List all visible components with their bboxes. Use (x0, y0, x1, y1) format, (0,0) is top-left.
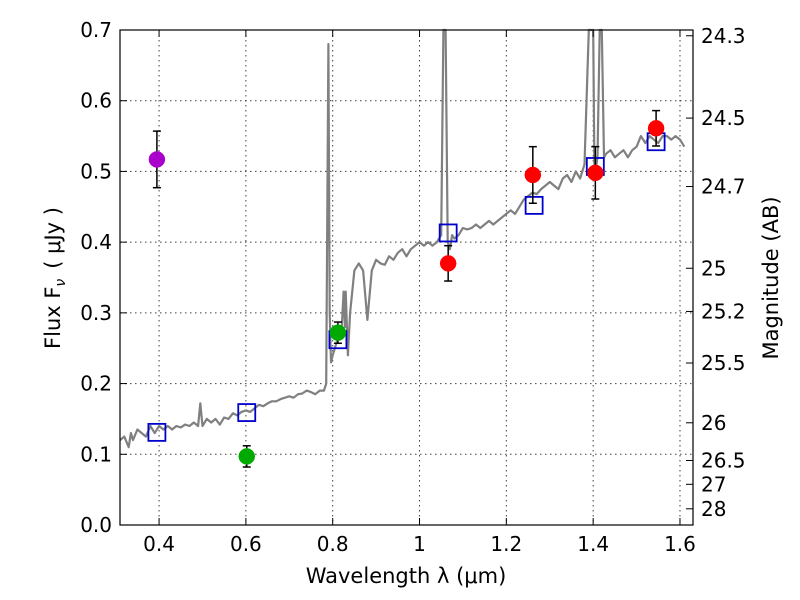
y-tick-label: 0.1 (80, 442, 112, 466)
x-tick-label: 1.4 (577, 532, 609, 556)
magnitude-tick-label: 24.3 (701, 24, 746, 48)
observed-data-point (439, 255, 457, 272)
magnitude-tick-label: 25.2 (701, 299, 746, 323)
grid-layer (120, 30, 693, 525)
observed-data-point (647, 120, 665, 137)
x-tick-label: 1.2 (490, 532, 522, 556)
y-axis-title-main: Flux F (41, 287, 65, 349)
y-tick-label: 0.2 (80, 372, 112, 396)
x-tick-label: 0.8 (317, 532, 349, 556)
y-axis-title: Flux Fν ( μJy ) (41, 207, 69, 349)
model-spectrum-line (119, 28, 686, 449)
x-tick-label: 1 (413, 532, 426, 556)
magnitude-tick-label: 25 (701, 256, 726, 280)
model-photometry-square (147, 422, 167, 442)
x-tick-label: 1.6 (664, 532, 696, 556)
y-tick-label: 0.6 (80, 89, 112, 113)
y-tick-label: 0.7 (80, 18, 112, 42)
spectrum-layer (119, 28, 686, 449)
model-photometry-square (237, 403, 257, 422)
y-tick-label: 0.0 (80, 513, 112, 537)
observed-data-point (587, 164, 604, 182)
observed-data-point (148, 151, 166, 168)
points-layer (147, 109, 666, 468)
y-tick-label: 0.3 (80, 301, 112, 325)
magnitude-tick-label: 28 (701, 497, 726, 521)
right-axis-title: Magnitude (AB) (759, 196, 783, 359)
magnitude-tick-label: 25.5 (701, 351, 746, 375)
observed-data-point (238, 448, 256, 465)
x-axis-title: Wavelength λ (μm) (306, 564, 507, 588)
magnitude-tick-label: 27 (701, 472, 726, 496)
y-tick-label: 0.4 (80, 230, 112, 254)
model-photometry-square (438, 223, 458, 243)
model-photometry-square (524, 195, 544, 215)
magnitude-tick-label: 24.5 (701, 106, 746, 130)
magnitude-tick-label: 26 (701, 411, 726, 435)
observed-data-point (524, 166, 542, 184)
y-tick-label: 0.5 (80, 159, 112, 183)
x-tick-label: 0.4 (143, 532, 175, 556)
y-axis-title-sub: ν (53, 279, 69, 287)
plot-frame (119, 29, 694, 526)
magnitude-tick-label: 26.5 (701, 449, 746, 473)
ticks-layer: 0.4 0.6 0.8 1 1.2 1.4 1.6 0.0 0.1 0.2 0.3 0.4 0.5 0.6… (80, 18, 745, 556)
x-tick-label: 0.6 (230, 532, 262, 556)
observed-data-point (329, 324, 347, 341)
magnitude-tick-label: 24.7 (701, 175, 746, 199)
y-axis-title-unit: ( μJy ) (41, 207, 65, 269)
